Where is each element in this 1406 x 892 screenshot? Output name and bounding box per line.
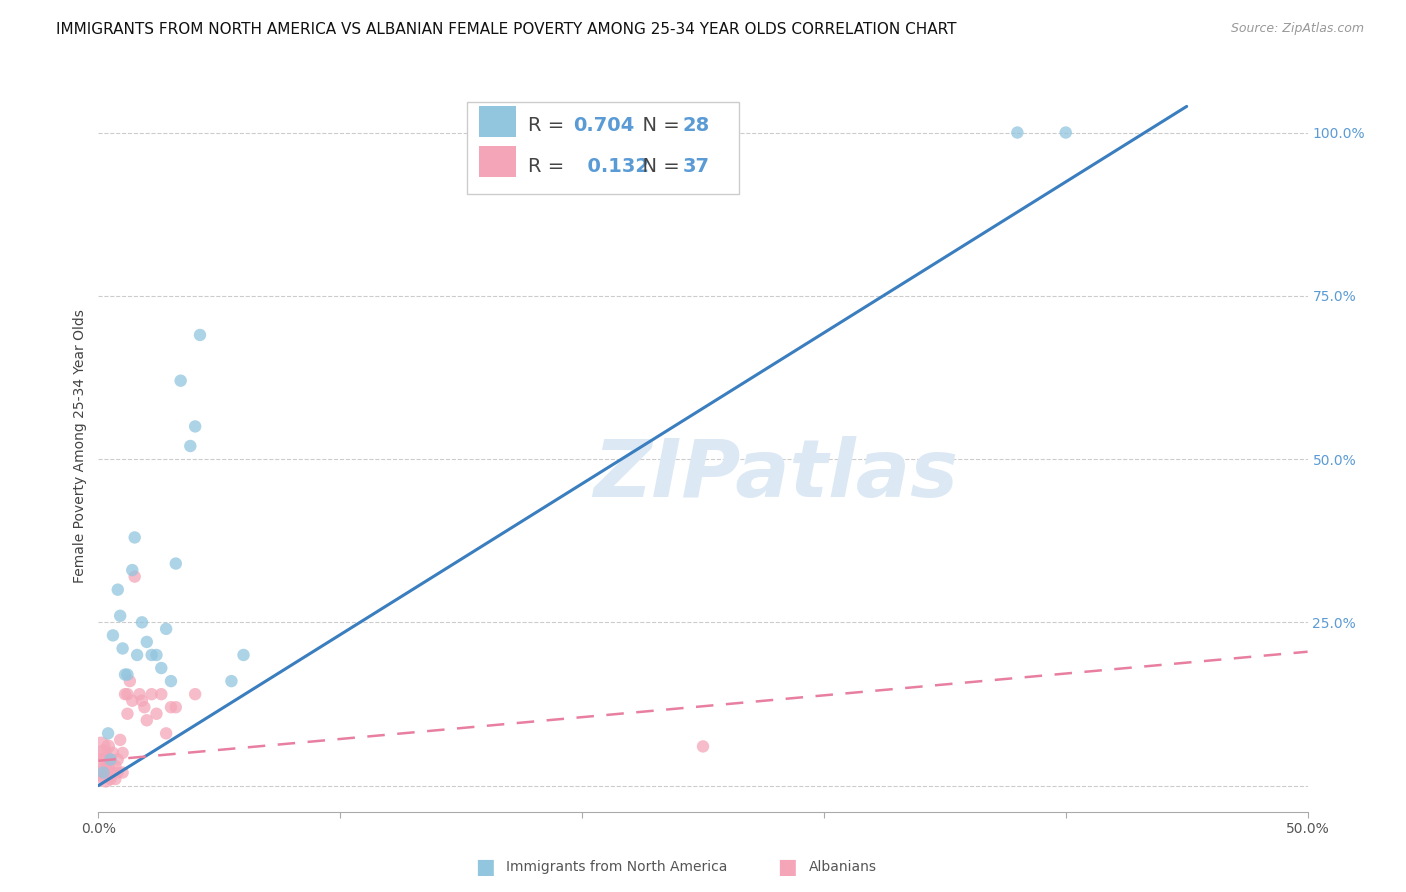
Point	[121, 563, 143, 577]
Text: ■: ■	[475, 857, 495, 877]
Text: IMMIGRANTS FROM NORTH AMERICA VS ALBANIAN FEMALE POVERTY AMONG 25-34 YEAR OLDS C: IMMIGRANTS FROM NORTH AMERICA VS ALBANIA…	[56, 22, 956, 37]
Point	[128, 687, 150, 701]
Point	[117, 687, 139, 701]
Text: 0.132: 0.132	[574, 157, 648, 176]
Point	[101, 765, 124, 780]
FancyBboxPatch shape	[479, 106, 516, 137]
Point	[94, 772, 117, 786]
Point	[221, 674, 243, 689]
Point	[165, 700, 187, 714]
Text: ■: ■	[778, 857, 797, 877]
Point	[100, 772, 122, 786]
Point	[135, 714, 157, 728]
Point	[118, 674, 141, 689]
Point	[150, 661, 173, 675]
Point	[141, 648, 163, 662]
Point	[100, 752, 122, 766]
Point	[107, 582, 129, 597]
FancyBboxPatch shape	[467, 103, 740, 194]
Point	[179, 439, 201, 453]
Point	[145, 706, 167, 721]
Text: Immigrants from North America: Immigrants from North America	[506, 860, 727, 874]
Point	[91, 765, 114, 780]
Point	[127, 648, 149, 662]
Point	[124, 530, 146, 544]
Point	[117, 706, 139, 721]
Point	[90, 739, 112, 754]
Text: R =: R =	[527, 117, 571, 136]
Point	[108, 608, 131, 623]
Point	[131, 694, 153, 708]
Point	[111, 746, 134, 760]
Point	[97, 739, 120, 754]
Point	[97, 726, 120, 740]
Point	[91, 765, 114, 780]
Point	[135, 635, 157, 649]
Y-axis label: Female Poverty Among 25-34 Year Olds: Female Poverty Among 25-34 Year Olds	[73, 309, 87, 583]
Point	[184, 687, 207, 701]
Point	[111, 641, 134, 656]
Text: N =: N =	[630, 117, 686, 136]
Point	[155, 726, 177, 740]
Text: N =: N =	[630, 157, 686, 176]
Point	[184, 419, 207, 434]
Point	[111, 765, 134, 780]
Point	[91, 746, 114, 760]
Text: 28: 28	[682, 117, 710, 136]
Text: R =: R =	[527, 157, 571, 176]
Point	[104, 772, 127, 786]
Point	[101, 628, 124, 642]
Text: Source: ZipAtlas.com: Source: ZipAtlas.com	[1230, 22, 1364, 36]
Point	[121, 694, 143, 708]
Point	[100, 752, 122, 766]
Point	[131, 615, 153, 630]
Text: 37: 37	[682, 157, 710, 176]
Point	[107, 765, 129, 780]
Point	[160, 674, 183, 689]
Point	[97, 759, 120, 773]
Point	[160, 700, 183, 714]
Text: ZIPatlas: ZIPatlas	[593, 436, 957, 515]
Text: Albanians: Albanians	[808, 860, 876, 874]
Text: 0.704: 0.704	[574, 117, 636, 136]
Point	[692, 739, 714, 754]
Point	[232, 648, 254, 662]
Point	[1007, 126, 1029, 140]
Point	[108, 732, 131, 747]
Point	[104, 759, 127, 773]
Point	[107, 752, 129, 766]
Point	[1054, 126, 1077, 140]
Point	[145, 648, 167, 662]
Point	[169, 374, 191, 388]
Point	[101, 746, 124, 760]
Point	[114, 687, 136, 701]
Point	[188, 328, 211, 343]
Point	[134, 700, 156, 714]
Point	[94, 752, 117, 766]
Point	[155, 622, 177, 636]
Point	[141, 687, 163, 701]
Point	[150, 687, 173, 701]
Point	[90, 759, 112, 773]
Point	[114, 667, 136, 681]
Point	[117, 667, 139, 681]
FancyBboxPatch shape	[479, 146, 516, 178]
Point	[165, 557, 187, 571]
Point	[124, 569, 146, 583]
